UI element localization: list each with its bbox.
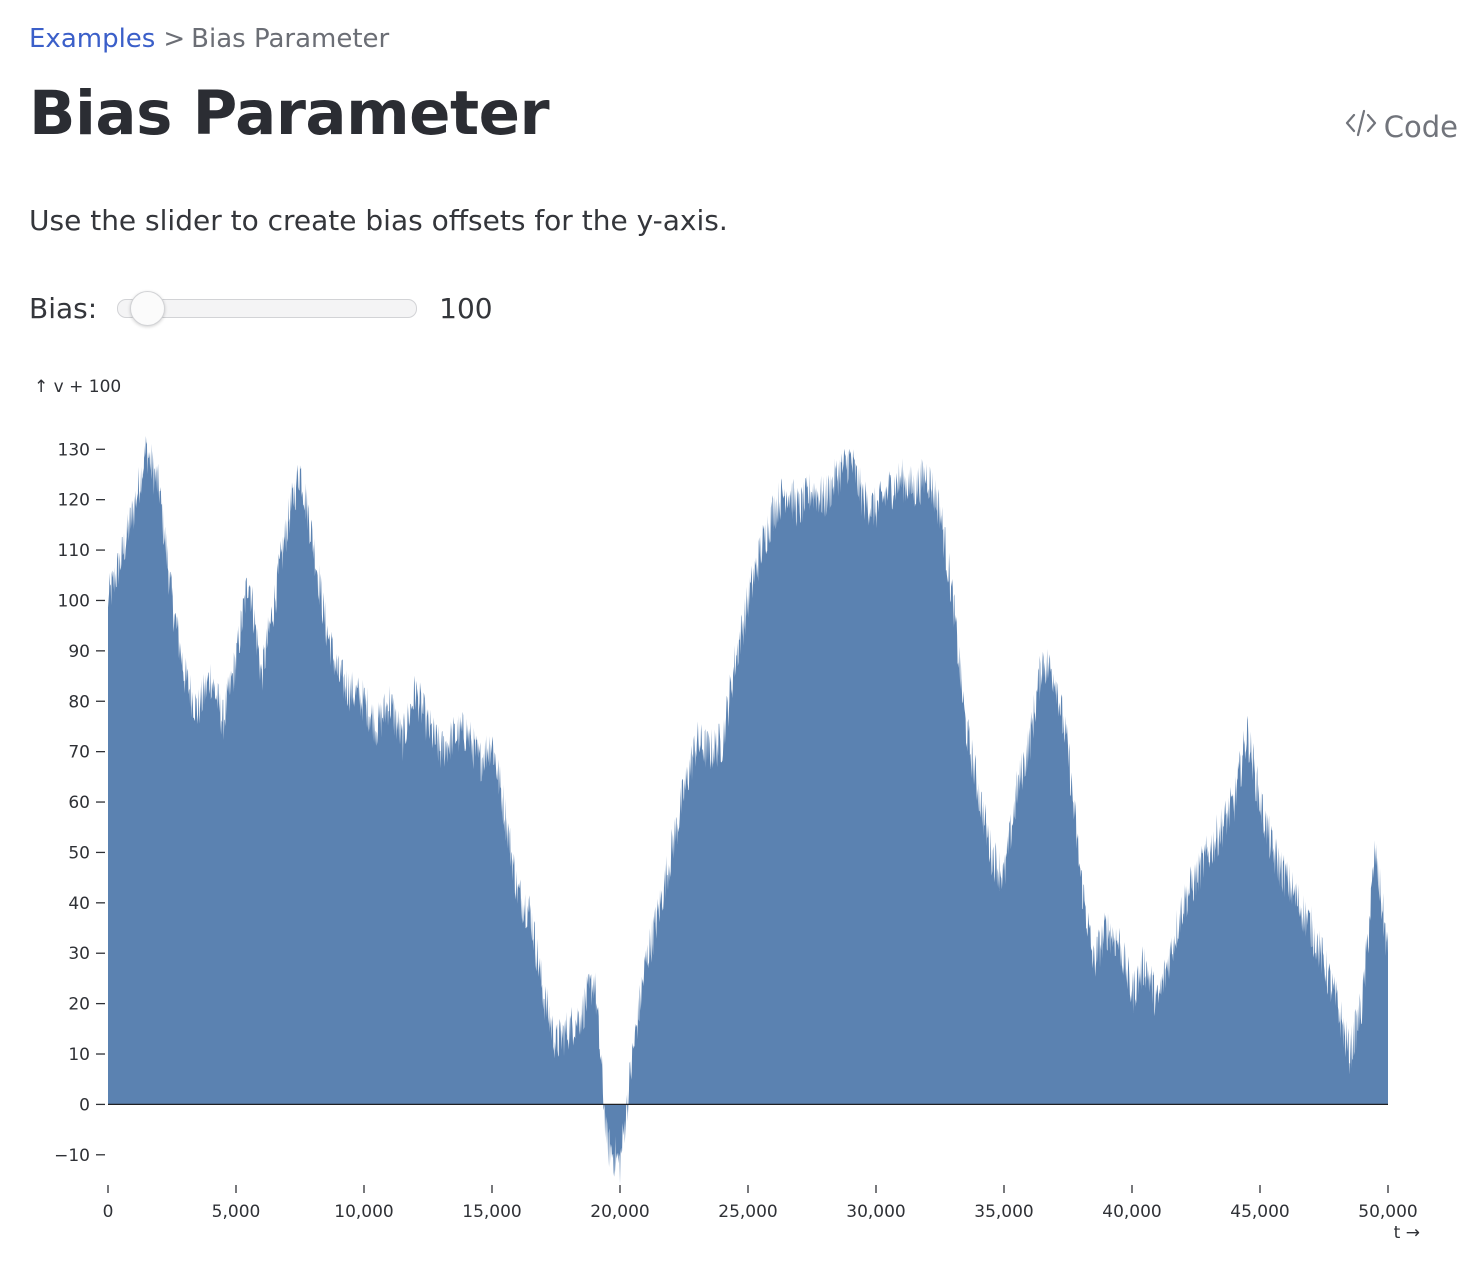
page-description: Use the slider to create bias offsets fo…: [29, 204, 728, 237]
y-tick-label: 20: [68, 995, 90, 1015]
x-tick-label: 50,000: [1358, 1202, 1417, 1222]
x-tick-label: 30,000: [846, 1202, 905, 1222]
y-axis-label: ↑ v + 100: [34, 377, 121, 397]
series-area: [108, 436, 1388, 1185]
code-icon: [1344, 106, 1378, 147]
y-tick-label: 130: [58, 440, 90, 460]
x-axis: 0 5,000 10,000 15,000 20,000 25,000 30,000 35,0…: [103, 1185, 1418, 1222]
x-tick-label: 25,000: [718, 1202, 777, 1222]
bias-label: Bias:: [29, 291, 98, 325]
x-tick-label: 5,000: [212, 1202, 261, 1222]
breadcrumb-separator: >: [163, 24, 186, 54]
y-tick-label: 60: [68, 793, 90, 813]
page-title: Bias Parameter: [29, 78, 550, 149]
y-tick-label: 70: [68, 743, 90, 763]
breadcrumb-link-examples[interactable]: Examples: [29, 24, 156, 54]
bias-slider-track[interactable]: [117, 299, 418, 318]
x-tick-label: 0: [103, 1202, 114, 1222]
y-axis: −10 0 10 20 30 40 50 60 70 80 90 100 110 120 130: [54, 440, 105, 1166]
x-tick-label: 20,000: [590, 1202, 649, 1222]
bias-slider-thumb[interactable]: [130, 291, 166, 326]
x-tick-label: 10,000: [334, 1202, 393, 1222]
y-tick-label: −10: [54, 1146, 90, 1166]
x-tick-label: 40,000: [1102, 1202, 1161, 1222]
code-button[interactable]: Code: [1344, 106, 1458, 147]
bias-control: Bias: 100: [29, 288, 493, 328]
y-tick-label: 0: [79, 1095, 90, 1115]
y-tick-label: 90: [68, 642, 90, 662]
y-tick-label: 10: [68, 1045, 90, 1065]
x-axis-label: t →: [1394, 1223, 1420, 1240]
bias-slider[interactable]: [117, 288, 418, 328]
y-tick-label: 80: [68, 692, 90, 712]
x-tick-label: 35,000: [974, 1202, 1033, 1222]
y-tick-label: 50: [68, 843, 90, 863]
x-tick-label: 45,000: [1230, 1202, 1289, 1222]
code-label: Code: [1383, 109, 1458, 144]
area-chart: −10 0 10 20 30 40 50 60 70 80 90 100 110 120 130 0 5,00…: [34, 377, 1420, 1240]
bias-value: 100: [439, 291, 493, 325]
breadcrumb-current: Bias Parameter: [191, 24, 390, 54]
breadcrumb: Examples > Bias Parameter: [29, 24, 389, 54]
y-tick-label: 110: [58, 541, 90, 561]
y-tick-label: 40: [68, 894, 90, 914]
y-tick-label: 100: [58, 591, 90, 611]
y-tick-label: 30: [68, 944, 90, 964]
y-tick-label: 120: [58, 491, 90, 511]
x-tick-label: 15,000: [462, 1202, 521, 1222]
